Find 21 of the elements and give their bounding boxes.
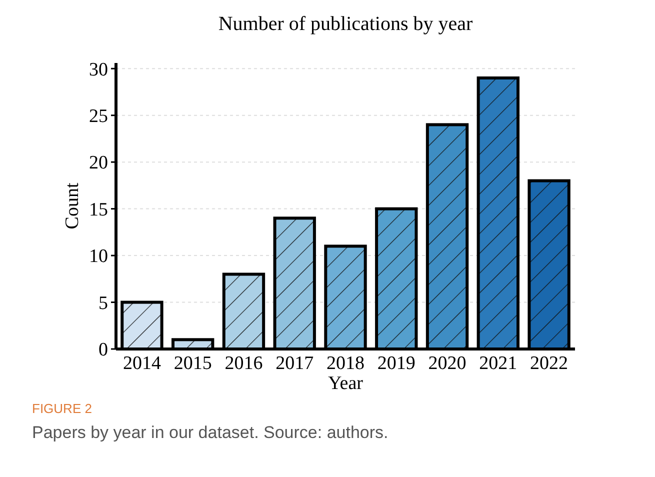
x-tick-label: 2021: [479, 353, 518, 374]
y-tick-label: 30: [89, 59, 108, 80]
x-tick-label: 2014: [122, 353, 162, 374]
x-tick-label: 2016: [224, 353, 263, 374]
text: Papers by year in our dataset. Source: authors.: [32, 423, 388, 442]
caption: FIGURE 2: [32, 401, 92, 416]
y-tick-label: 15: [89, 199, 108, 220]
x-tick-label: 2015: [174, 353, 212, 374]
y-axis-title: Count: [62, 182, 83, 230]
y-tick-label: 25: [89, 106, 108, 127]
y-tick-label: 5: [98, 292, 108, 314]
y-tick-label: 20: [89, 152, 108, 174]
y-tick-label: 0: [98, 340, 108, 361]
x-tick-label: 2020: [428, 353, 466, 374]
y-tick-label: 10: [89, 246, 108, 268]
x-tick-label: 2018: [326, 353, 364, 374]
x-tick-label: 2022: [530, 353, 568, 374]
x-axis-title: Year: [328, 373, 364, 394]
x-tick-label: 2017: [276, 353, 314, 374]
x-tick-label: 2019: [377, 353, 416, 374]
chart-title: Number of publications by year: [218, 13, 474, 35]
